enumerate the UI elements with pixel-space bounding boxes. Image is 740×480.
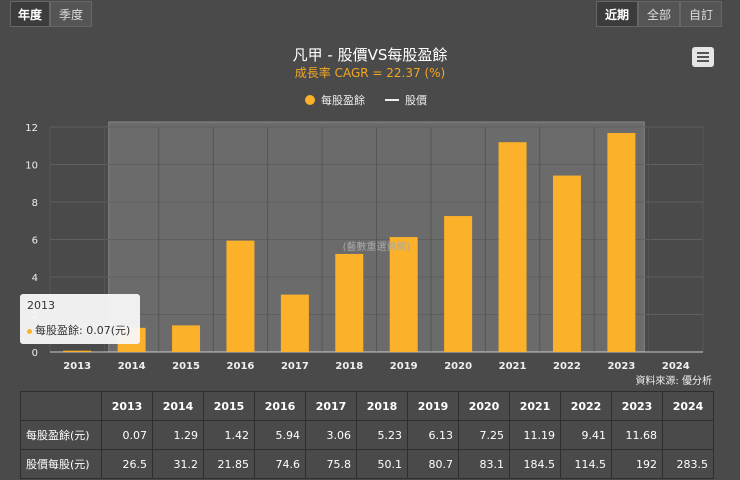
tab-custom[interactable]: 自訂 (680, 1, 722, 27)
table-header-year: 2015 (203, 391, 255, 421)
legend-price-label[interactable]: 股價 (405, 94, 427, 107)
tooltip: 2013 每股盈餘: 0.07(元) (20, 294, 140, 344)
x-tick-label: 2017 (281, 361, 309, 372)
y-tick-label: 8 (32, 198, 38, 209)
legend: 每股盈餘 股價 (305, 92, 427, 108)
table-header-year: 2014 (152, 391, 204, 421)
table-header-year: 2023 (611, 391, 663, 421)
tab-quarterly[interactable]: 季度 (50, 1, 92, 27)
table-header-row: 2013 2014 2015 2016 2017 2018 2019 2020 2021 2022… (20, 391, 714, 421)
menu-icon[interactable] (692, 47, 714, 67)
table-header-year: 2022 (560, 391, 612, 421)
table-header-year: 2020 (458, 391, 510, 421)
eps-bar (280, 294, 309, 352)
table-cell: 3.06 (305, 420, 357, 450)
table-corner (20, 391, 102, 421)
table-row-price: 股價每股(元) 26.5 31.2 21.85 74.6 75.8 50.1 80.7 83.1… (20, 449, 714, 479)
table-cell: 31.2 (152, 449, 204, 479)
eps-bar (335, 253, 364, 352)
table-cell: 1.42 (203, 420, 255, 450)
table-cell: 184.5 (509, 449, 561, 479)
chart-subtitle: 成長率 CAGR = 22.37 (%) (294, 66, 446, 80)
eps-bar (498, 142, 527, 352)
table-row-label: 股價每股(元) (20, 449, 102, 479)
data-source: 資料來源: 優分析 (635, 376, 712, 387)
eps-bar (63, 350, 92, 352)
y-tick-label: 12 (25, 123, 38, 134)
x-tick-label: 2016 (227, 361, 255, 372)
table-cell: 0.07 (101, 420, 153, 450)
chart: 0246810122013201420152016201720182019202… (25, 121, 704, 372)
y-tick-label: 4 (32, 273, 38, 284)
table-cell: 11.19 (509, 420, 561, 450)
table-header-year: 2013 (101, 391, 153, 421)
eps-bar (226, 240, 255, 352)
table-row-label: 每股盈餘(元) (20, 420, 102, 450)
x-tick-label: 2019 (390, 361, 418, 372)
x-tick-label: 2013 (63, 361, 91, 372)
x-tick-label: 2023 (607, 361, 635, 372)
table-cell: 21.85 (203, 449, 255, 479)
tab-all[interactable]: 全部 (638, 1, 680, 27)
table-cell: 7.25 (458, 420, 510, 450)
chart-title: 凡甲 - 股價VS每股盈餘 (292, 46, 448, 64)
table-cell: 80.7 (407, 449, 459, 479)
table-cell: 9.41 (560, 420, 612, 450)
x-tick-label: 2024 (662, 361, 690, 372)
legend-eps-marker[interactable] (305, 95, 315, 105)
x-tick-label: 2021 (499, 361, 527, 372)
eps-bar (444, 216, 473, 352)
table-cell: 74.6 (254, 449, 306, 479)
table-cell: 26.5 (101, 449, 153, 479)
table-cell (662, 420, 714, 450)
table-cell: 50.1 (356, 449, 408, 479)
table-cell: 283.5 (662, 449, 714, 479)
table-cell: 192 (611, 449, 663, 479)
table-header-year: 2018 (356, 391, 408, 421)
tab-annual[interactable]: 年度 (10, 1, 50, 27)
legend-price-marker[interactable] (385, 99, 399, 101)
table-header-year: 2021 (509, 391, 561, 421)
tab-recent[interactable]: 近期 (596, 1, 638, 27)
x-tick-label: 2014 (118, 361, 146, 372)
watermark: (藝數重選資網) (343, 240, 411, 253)
table-cell: 114.5 (560, 449, 612, 479)
y-tick-label: 10 (25, 161, 38, 172)
table-cell: 5.94 (254, 420, 306, 450)
tooltip-dot (27, 328, 32, 334)
y-tick-label: 0 (32, 348, 38, 359)
x-tick-label: 2018 (335, 361, 363, 372)
table-cell: 1.29 (152, 420, 204, 450)
eps-bar (552, 175, 581, 352)
table-cell: 83.1 (458, 449, 510, 479)
table-cell: 11.68 (611, 420, 663, 450)
x-tick-label: 2022 (553, 361, 581, 372)
x-tick-label: 2020 (444, 361, 472, 372)
table-cell: 75.8 (305, 449, 357, 479)
table-header-year: 2019 (407, 391, 459, 421)
table-cell: 6.13 (407, 420, 459, 450)
eps-bar (172, 325, 201, 352)
eps-bar (607, 133, 636, 352)
tooltip-value: 每股盈餘: 0.07(元) (35, 324, 131, 337)
table-header-year: 2017 (305, 391, 357, 421)
tooltip-year: 2013 (27, 299, 55, 312)
table-row-eps: 每股盈餘(元) 0.07 1.29 1.42 5.94 3.06 5.23 6.13 7.25 1… (20, 420, 714, 450)
table-header-year: 2016 (254, 391, 306, 421)
table-cell: 5.23 (356, 420, 408, 450)
x-tick-label: 2015 (172, 361, 200, 372)
eps-bar (389, 237, 418, 352)
y-tick-label: 6 (32, 236, 38, 247)
legend-eps-label[interactable]: 每股盈餘 (321, 94, 365, 107)
data-table: 2013 2014 2015 2016 2017 2018 2019 2020 2021 2022… (20, 391, 714, 479)
table-header-year: 2024 (662, 391, 714, 421)
